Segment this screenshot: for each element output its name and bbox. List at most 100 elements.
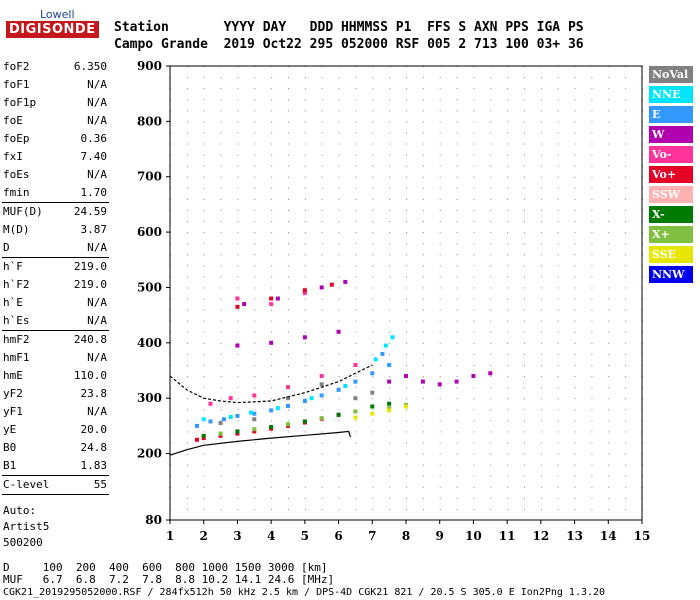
grid-dot: [490, 431, 492, 433]
grid-dot: [338, 110, 340, 112]
grid-dot: [473, 287, 475, 289]
data-point: [302, 291, 307, 295]
grid-dot: [591, 475, 593, 477]
param-value: 219.0: [73, 260, 107, 273]
grid-dot: [473, 464, 475, 466]
grid-dot: [304, 243, 306, 245]
grid-dot: [406, 143, 407, 145]
grid-dot: [625, 298, 627, 300]
grid-dot: [220, 376, 222, 378]
grid-dot: [439, 364, 441, 366]
grid-dot: [288, 154, 289, 156]
data-point: [228, 415, 233, 420]
grid-dot: [540, 353, 542, 355]
grid-dot: [473, 497, 475, 499]
grid-dot: [473, 508, 475, 510]
grid-dot: [608, 420, 610, 422]
grid-dot: [524, 187, 525, 189]
grid-dot: [422, 442, 424, 444]
grid-dot: [186, 99, 188, 101]
param-label: foEp: [3, 132, 30, 145]
grid-dot: [422, 110, 424, 112]
grid-dot: [406, 221, 407, 223]
grid-dot: [574, 320, 576, 322]
data-point: [218, 431, 223, 436]
grid-dot: [490, 198, 492, 200]
grid-dot: [203, 309, 205, 311]
grid-dot: [288, 99, 289, 101]
grid-dot: [490, 342, 492, 344]
grid-dot: [406, 110, 407, 112]
grid-dot: [490, 110, 492, 112]
grid-dot: [220, 409, 222, 411]
grid-dot: [540, 331, 542, 333]
grid-dot: [540, 420, 542, 422]
grid-dot: [473, 77, 475, 79]
grid-dot: [220, 464, 222, 466]
grid-dot: [254, 165, 256, 167]
grid-dot: [608, 198, 610, 200]
grid-dot: [389, 232, 391, 234]
grid-dot: [591, 398, 593, 400]
grid-dot: [271, 475, 273, 477]
grid-dot: [220, 276, 222, 278]
grid-dot: [507, 110, 509, 112]
grid-dot: [288, 309, 289, 311]
grid-dot: [372, 77, 374, 79]
param-value: N/A: [87, 114, 107, 127]
grid-dot: [507, 353, 509, 355]
data-point: [370, 390, 375, 395]
grid-dot: [186, 154, 188, 156]
grid-dot: [591, 77, 593, 79]
grid-dot: [574, 353, 576, 355]
grid-dot: [490, 475, 492, 477]
grid-dot: [271, 442, 273, 444]
data-point: [353, 362, 358, 367]
grid-dot: [473, 165, 475, 167]
grid-dot: [220, 497, 222, 499]
grid-dot: [456, 221, 458, 223]
grid-dot: [203, 364, 205, 366]
grid-dot: [254, 342, 256, 344]
grid-dot: [473, 154, 475, 156]
grid-dot: [406, 187, 407, 189]
grid-dot: [625, 132, 627, 134]
grid-dot: [507, 232, 509, 234]
grid-dot: [557, 198, 559, 200]
data-point: [319, 416, 324, 421]
grid-dot: [220, 221, 222, 223]
grid-dot: [338, 464, 340, 466]
grid-dot: [422, 353, 424, 355]
grid-dot: [220, 209, 222, 211]
data-point: [228, 396, 233, 401]
grid-dot: [524, 376, 525, 378]
grid-dot: [507, 320, 509, 322]
grid-dot: [338, 165, 340, 167]
ionospheric-parameters-panel: foF2 6.350 foF1 N/A foF1p N/A foE N/A foEp 0.36 fx…: [2, 58, 109, 551]
grid-dot: [186, 176, 188, 178]
data-point: [387, 408, 392, 413]
grid-dot: [406, 254, 407, 256]
grid-dot: [625, 398, 627, 400]
grid-dot: [321, 309, 323, 311]
grid-dot: [574, 176, 576, 178]
grid-dot: [406, 398, 407, 400]
grid-dot: [473, 88, 475, 90]
legend-item-e: E: [649, 106, 693, 123]
grid-dot: [271, 99, 273, 101]
data-point: [252, 411, 257, 416]
legend-item-nnw: NNW: [649, 266, 693, 283]
grid-dot: [439, 320, 441, 322]
grid-dot: [288, 209, 289, 211]
param-row: foF1p N/A: [2, 94, 109, 112]
grid-dot: [389, 309, 391, 311]
data-point: [248, 410, 253, 415]
grid-dot: [625, 221, 627, 223]
grid-dot: [389, 464, 391, 466]
grid-dot: [389, 209, 391, 211]
data-point: [269, 408, 274, 413]
grid-dot: [524, 508, 525, 510]
x-tick-label: 12: [533, 529, 550, 543]
x-tick-label: 8: [402, 529, 410, 543]
grid-dot: [338, 376, 340, 378]
